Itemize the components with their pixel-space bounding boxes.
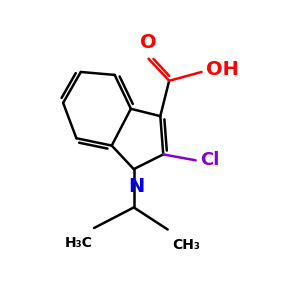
Text: H₃C: H₃C — [65, 236, 93, 250]
Text: OH: OH — [206, 59, 239, 79]
Text: N: N — [129, 177, 145, 196]
Text: CH₃: CH₃ — [172, 238, 200, 252]
Text: O: O — [140, 33, 157, 52]
Text: Cl: Cl — [200, 151, 219, 169]
